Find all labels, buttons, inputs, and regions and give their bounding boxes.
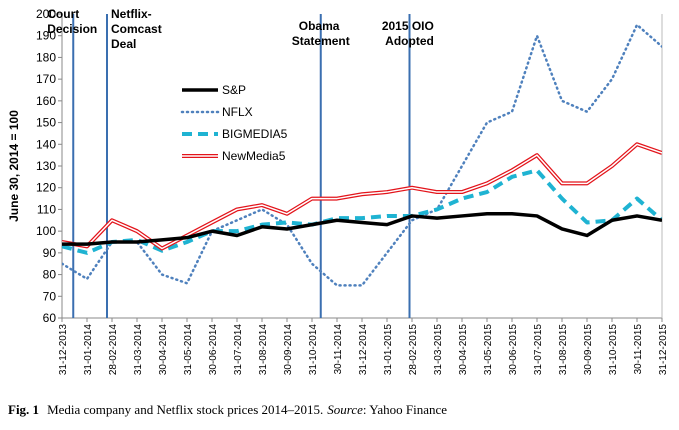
x-tick-label: 30-04-2015 — [458, 324, 469, 376]
x-tick-label: 30-11-2015 — [633, 324, 644, 375]
x-tick-label: 31-05-2014 — [183, 324, 194, 376]
x-tick-label: 31-05-2015 — [483, 324, 494, 376]
caption-source-text: : Yahoo Finance — [363, 402, 447, 417]
x-tick-label: 31-01-2014 — [83, 324, 94, 376]
y-tick-label: 200 — [36, 7, 56, 21]
x-tick-label: 30-06-2014 — [208, 324, 219, 376]
x-tick-label: 31-12-2013 — [58, 324, 69, 376]
y-tick-label: 70 — [43, 289, 57, 303]
y-tick-label: 60 — [43, 311, 57, 325]
y-tick-label: 190 — [36, 29, 56, 43]
legend-label: BIGMEDIA5 — [222, 127, 288, 141]
series-line — [62, 212, 662, 246]
x-tick-label: 31-07-2014 — [233, 324, 244, 376]
x-tick-label: 31-10-2014 — [308, 324, 319, 376]
x-tick-label: 28-02-2015 — [408, 324, 419, 376]
caption-text: Media company and Netflix stock prices 2… — [47, 402, 323, 417]
x-tick-label: 31-08-2014 — [258, 324, 269, 376]
x-tick-label: 31-08-2015 — [558, 324, 569, 376]
y-tick-label: 130 — [36, 159, 56, 173]
legend-label: S&P — [222, 83, 246, 97]
event-label: Court Decision — [47, 7, 97, 36]
x-tick-label: 30-04-2014 — [158, 324, 169, 376]
series-line — [62, 168, 662, 255]
series-line — [62, 23, 662, 287]
x-tick-label: 31-12-2014 — [358, 324, 369, 376]
x-tick-label: 31-12-2015 — [658, 324, 669, 376]
legend-label: NewMedia5 — [222, 149, 286, 163]
caption-source-label: Source — [327, 402, 363, 417]
caption-label: Fig. 1 — [8, 402, 39, 417]
x-tick-label: 31-10-2015 — [608, 324, 619, 376]
y-tick-label: 100 — [36, 224, 56, 238]
series-line-inner — [62, 143, 662, 250]
x-tick-label: 31-07-2015 — [533, 324, 544, 376]
x-tick-label: 31-03-2015 — [433, 324, 444, 376]
x-tick-label: 31-01-2015 — [383, 324, 394, 376]
y-tick-label: 150 — [36, 116, 56, 130]
caption: Fig. 1 Media company and Netflix stock pr… — [8, 402, 447, 417]
y-tick-label: 90 — [43, 246, 57, 260]
y-tick-label: 80 — [43, 268, 57, 282]
event-label: 2015 OIO Adopted — [382, 19, 437, 48]
y-tick-label: 110 — [37, 202, 56, 216]
y-tick-label: 160 — [36, 94, 56, 108]
y-tick-label: 120 — [36, 181, 56, 195]
event-label: Netflix- Comcast Deal — [111, 7, 165, 51]
y-tick-label: 180 — [36, 50, 56, 64]
y-axis-label: June 30, 2014 = 100 — [7, 110, 21, 222]
x-tick-label: 30-09-2015 — [583, 324, 594, 376]
x-tick-label: 30-06-2015 — [508, 324, 519, 376]
y-tick-label: 140 — [36, 137, 56, 151]
x-tick-label: 30-09-2014 — [283, 324, 294, 376]
x-tick-label: 30-11-2014 — [333, 324, 344, 375]
y-tick-label: 170 — [36, 72, 56, 86]
x-tick-label: 31-03-2014 — [133, 324, 144, 376]
x-tick-label: 28-02-2014 — [108, 324, 119, 376]
legend-label: NFLX — [222, 105, 253, 119]
event-label: Obama Statement — [292, 19, 350, 48]
plot — [62, 23, 662, 287]
